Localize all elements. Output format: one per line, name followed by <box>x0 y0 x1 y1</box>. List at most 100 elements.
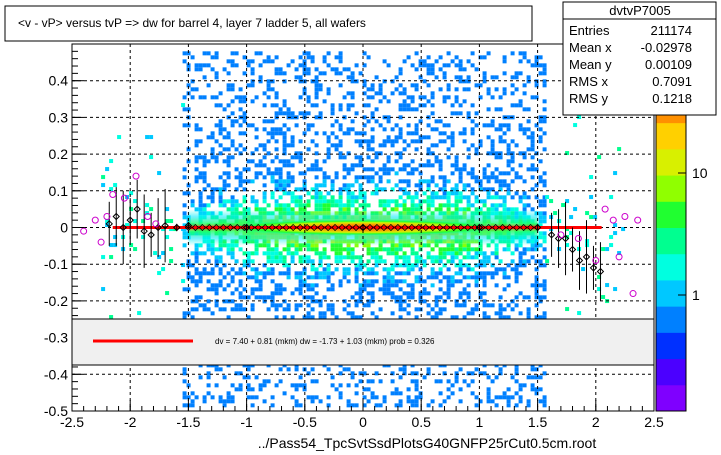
stats-label: RMS x <box>569 74 609 89</box>
stats-name: dvtvP7005 <box>609 3 670 18</box>
stats-box: dvtvP7005 Entries 211174 Mean x -0.02978 Mea… <box>562 1 717 116</box>
palette-cell <box>656 148 686 176</box>
stats-value: 211174 <box>651 23 692 38</box>
profile-point-black <box>561 234 570 243</box>
x-tick-label: 2.5 <box>644 414 664 430</box>
x-tick-label: -1 <box>240 414 253 430</box>
chart-title: <v - vP> versus tvP => dw for barrel 4, … <box>18 16 366 30</box>
profile-point-black <box>520 223 528 232</box>
profile-point-black <box>261 223 269 232</box>
profile-point-black <box>450 223 458 232</box>
title-box <box>4 5 533 42</box>
profile-point-black <box>366 223 374 232</box>
x-tick-label: -1.5 <box>176 414 200 430</box>
profile-point-magenta <box>609 216 617 224</box>
profile-point-magenta <box>574 235 582 243</box>
profile-point-magenta <box>621 212 629 220</box>
profile-point-black <box>289 223 297 232</box>
profile-point-black <box>205 223 213 232</box>
palette-cell <box>656 358 686 386</box>
profile-point-magenta <box>103 212 111 220</box>
y-tick-label: -0.3 <box>44 330 68 346</box>
profile-point-black <box>596 267 605 276</box>
profile-point-black <box>119 223 127 232</box>
profile-point-black <box>310 223 318 232</box>
palette-cell <box>656 306 686 333</box>
profile-point-black <box>212 223 220 232</box>
y-tick-label: -0.1 <box>44 256 68 272</box>
stats-value: 0.00109 <box>645 57 692 72</box>
profile-point-black <box>226 223 234 232</box>
profile-point-black <box>219 223 227 232</box>
profile-point-black <box>275 223 283 232</box>
palette-cell <box>656 201 686 228</box>
y-tick-label: 0.3 <box>49 109 69 125</box>
profile-point-black <box>436 223 444 232</box>
profile-point-black <box>352 223 360 232</box>
profile-point-magenta <box>80 227 88 235</box>
profile-point-black <box>575 256 584 265</box>
profile-point-black <box>547 231 556 239</box>
profile-point-magenta <box>91 216 99 224</box>
profile-point-black <box>105 220 113 228</box>
profile-point-black <box>268 223 276 232</box>
profile-point-black <box>338 223 346 232</box>
profile-point-magenta <box>144 212 152 220</box>
profile-point-black <box>506 223 514 232</box>
profile-point-black <box>317 223 325 232</box>
stats-label: Mean x <box>569 40 612 55</box>
profile-point-black <box>373 223 381 232</box>
profile-point-black <box>492 223 500 232</box>
profile-point-black <box>303 223 311 232</box>
stats-value: 0.1218 <box>652 91 692 106</box>
profile-point-black <box>499 223 507 232</box>
palette-cell <box>656 122 686 150</box>
x-tick-label: -0.5 <box>293 414 317 430</box>
profile-point-black <box>401 223 409 232</box>
profile-point-black <box>147 231 155 239</box>
profile-point-black <box>133 205 141 213</box>
profile-point-black <box>394 223 402 232</box>
profile-point-magenta <box>152 220 160 228</box>
z-tick-label: 10 <box>692 165 708 181</box>
y-tick-label: 0.2 <box>49 146 69 162</box>
profile-point-black <box>533 223 542 232</box>
palette-cell <box>656 253 686 281</box>
x-tick-label: 0 <box>359 414 367 430</box>
profile-point-black <box>282 223 290 232</box>
profile-point-magenta <box>109 190 117 198</box>
profile-points-layer <box>80 172 642 301</box>
profile-point-black <box>387 223 395 232</box>
profile-point-black <box>198 223 206 232</box>
profile-point-black <box>233 223 241 232</box>
x-tick-label: -2 <box>124 414 137 430</box>
y-tick-label: 0.1 <box>49 183 69 199</box>
profile-point-black <box>359 223 367 232</box>
stats-value: -0.02978 <box>641 40 692 55</box>
y-axis: -0.5 -0.4 -0.3 -0.2 -0.1 0 0.1 0.2 0.3 0.4 <box>44 43 84 419</box>
x-tick-label: -2.5 <box>60 414 84 430</box>
palette-cell <box>656 175 686 202</box>
profile-point-magenta <box>97 238 105 246</box>
profile-point-black <box>184 221 193 230</box>
y-tick-label: -0.5 <box>44 403 68 419</box>
footer-filename: ../Pass54_TpcSvtSsdPlotsG40GNFP25rCut0.5… <box>258 435 597 451</box>
profile-point-black <box>345 223 353 232</box>
x-tick-label: 1.5 <box>528 414 548 430</box>
x-tick-label: 0.5 <box>411 414 431 430</box>
profile-point-black <box>254 223 262 232</box>
stats-label: RMS y <box>569 91 609 106</box>
profile-point-black <box>443 223 451 232</box>
profile-point-black <box>380 223 388 232</box>
profile-point-black <box>191 223 199 232</box>
profile-point-black <box>457 223 465 232</box>
profile-point-black <box>408 223 416 232</box>
z-tick-label: 1 <box>692 287 700 303</box>
palette-cell <box>656 227 686 255</box>
profile-point-black <box>126 216 134 224</box>
profile-point-magenta <box>557 231 565 239</box>
profile-point-black <box>324 223 332 232</box>
profile-point-magenta <box>629 290 637 298</box>
profile-point-magenta <box>120 194 128 202</box>
profile-point-magenta <box>615 253 623 261</box>
